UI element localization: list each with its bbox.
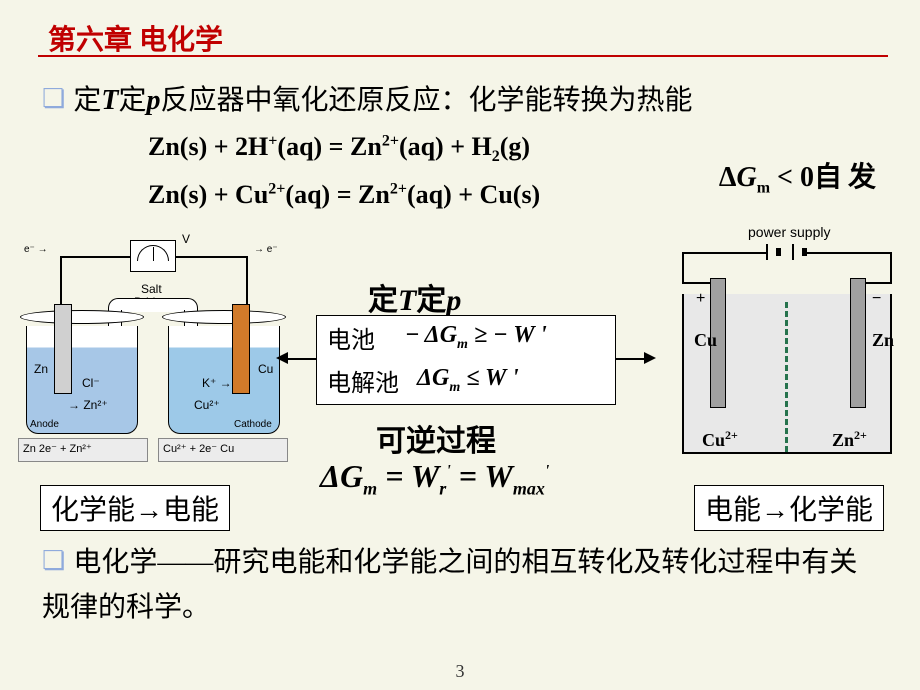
v-label: V bbox=[182, 232, 190, 246]
electrolysis-label: 电解池 bbox=[327, 363, 405, 398]
zn-electrode bbox=[54, 304, 72, 394]
electron-arrow-r: → e⁻ bbox=[254, 244, 278, 255]
bullet1-p: p bbox=[146, 85, 160, 116]
bullet-icon: ❏ bbox=[42, 546, 65, 575]
arrow-left-line bbox=[286, 358, 316, 360]
lt0: < 0 bbox=[770, 162, 814, 193]
cu-label: Cu bbox=[694, 330, 717, 351]
cathode-label: Cathode bbox=[234, 419, 272, 430]
electrolysis-eq: ΔGm ≤ W ' bbox=[405, 365, 519, 396]
electrolysis-diagram: power supply + − Cu Zn Cu2+ Zn2+ bbox=[672, 228, 902, 478]
membrane-divider bbox=[785, 302, 788, 452]
power-supply-icon bbox=[722, 244, 852, 260]
anode-reaction: Zn 2e⁻ + Zn²⁺ bbox=[18, 438, 148, 462]
wire bbox=[246, 256, 248, 308]
zn2-label: Zn2+ bbox=[832, 428, 867, 451]
zn-electrode bbox=[850, 278, 866, 408]
plus-sign: + bbox=[696, 290, 705, 308]
battery-eq: − ΔGm ≥ − W ' bbox=[405, 322, 547, 353]
bullet-point-1: ❏定T定p反应器中氧化还原反应：化学能转换为热能 bbox=[42, 78, 692, 118]
bullet2-text: 电化学——研究电能和化学能之间的相互转化及转化过程中有关规律的科学。 bbox=[42, 547, 857, 623]
bullet1-pre: 定 bbox=[73, 85, 101, 116]
equation-2: Zn(s) + Cu2+(aq) = Zn2+(aq) + Cu(s) bbox=[148, 172, 540, 219]
wire bbox=[60, 256, 62, 308]
bullet-icon: ❏ bbox=[42, 84, 65, 113]
chapter-title: 第六章 电化学 bbox=[48, 18, 223, 58]
power-supply-label: power supply bbox=[748, 224, 831, 240]
center-box: 电池 − ΔGm ≥ − W ' 电解池 ΔGm ≤ W ' bbox=[316, 315, 616, 405]
reaction-equations: Zn(s) + 2H+(aq) = Zn2+(aq) + H2(g) Zn(s)… bbox=[148, 124, 540, 219]
wire bbox=[682, 252, 684, 284]
cu-electrode bbox=[232, 304, 250, 394]
center-title: 定T定p bbox=[368, 275, 461, 319]
bullet1-mid: 定 bbox=[118, 85, 146, 116]
page-number: 3 bbox=[0, 661, 920, 682]
delta: Δ bbox=[719, 162, 737, 193]
reversible-process-label: 可逆过程 bbox=[376, 416, 496, 460]
wire bbox=[176, 256, 248, 258]
equation-1: Zn(s) + 2H+(aq) = Zn2+(aq) + H2(g) bbox=[148, 124, 540, 172]
cu-label: Cu bbox=[258, 362, 273, 376]
elec-to-chem-label: 电能→化学能 bbox=[694, 485, 884, 531]
m-sub: m bbox=[757, 180, 770, 197]
bullet1-T: T bbox=[101, 85, 118, 116]
cu2-label: Cu²⁺ bbox=[194, 398, 220, 412]
arrow-left-head bbox=[276, 352, 288, 364]
battery-row: 电池 − ΔGm ≥ − W ' bbox=[317, 316, 615, 359]
minus-sign: − bbox=[872, 290, 881, 308]
voltmeter-icon bbox=[130, 240, 176, 272]
wire bbox=[890, 252, 892, 284]
cathode-beaker: Cu K⁺ → Cu²⁺ Cathode bbox=[168, 316, 280, 434]
cl-label: Cl⁻ bbox=[82, 376, 100, 390]
chem-to-elec-label: 化学能→电能 bbox=[40, 485, 230, 531]
bullet1-post: 反应器中氧化还原反应：化学能转换为热能 bbox=[160, 85, 692, 116]
arrow-right-head bbox=[644, 352, 656, 364]
cathode-reaction: Cu²⁺ + 2e⁻ Cu bbox=[158, 438, 288, 462]
reversible-equation: ΔGm = Wr' = Wmax' bbox=[320, 458, 549, 499]
electrolysis-row: 电解池 ΔGm ≤ W ' bbox=[317, 359, 615, 402]
zn2-label: → Zn²⁺ bbox=[68, 398, 108, 412]
battery-label: 电池 bbox=[327, 320, 405, 355]
G: G bbox=[736, 162, 756, 193]
anode-label: Anode bbox=[30, 419, 59, 430]
arrow-right-line bbox=[616, 358, 646, 360]
gibbs-condition: ΔGm < 0自发 bbox=[719, 155, 882, 198]
wire bbox=[60, 256, 130, 258]
anode-beaker: Zn Cl⁻ → Zn²⁺ Anode bbox=[26, 316, 138, 434]
title-underline bbox=[38, 55, 888, 57]
zn-label: Zn bbox=[872, 330, 894, 351]
electron-arrow-l: e⁻ → bbox=[24, 244, 48, 255]
spontaneous: 自发 bbox=[814, 162, 882, 193]
bullet-point-2: ❏电化学——研究电能和化学能之间的相互转化及转化过程中有关规律的科学。 bbox=[42, 540, 882, 631]
galvanic-cell-diagram: V e⁻ → → e⁻ SaltBridge Zn Cl⁻ → Zn²⁺ Ano… bbox=[12, 228, 292, 473]
cu2-label: Cu2+ bbox=[702, 428, 738, 451]
k-label: K⁺ → bbox=[202, 376, 232, 390]
zn-label: Zn bbox=[34, 362, 48, 376]
